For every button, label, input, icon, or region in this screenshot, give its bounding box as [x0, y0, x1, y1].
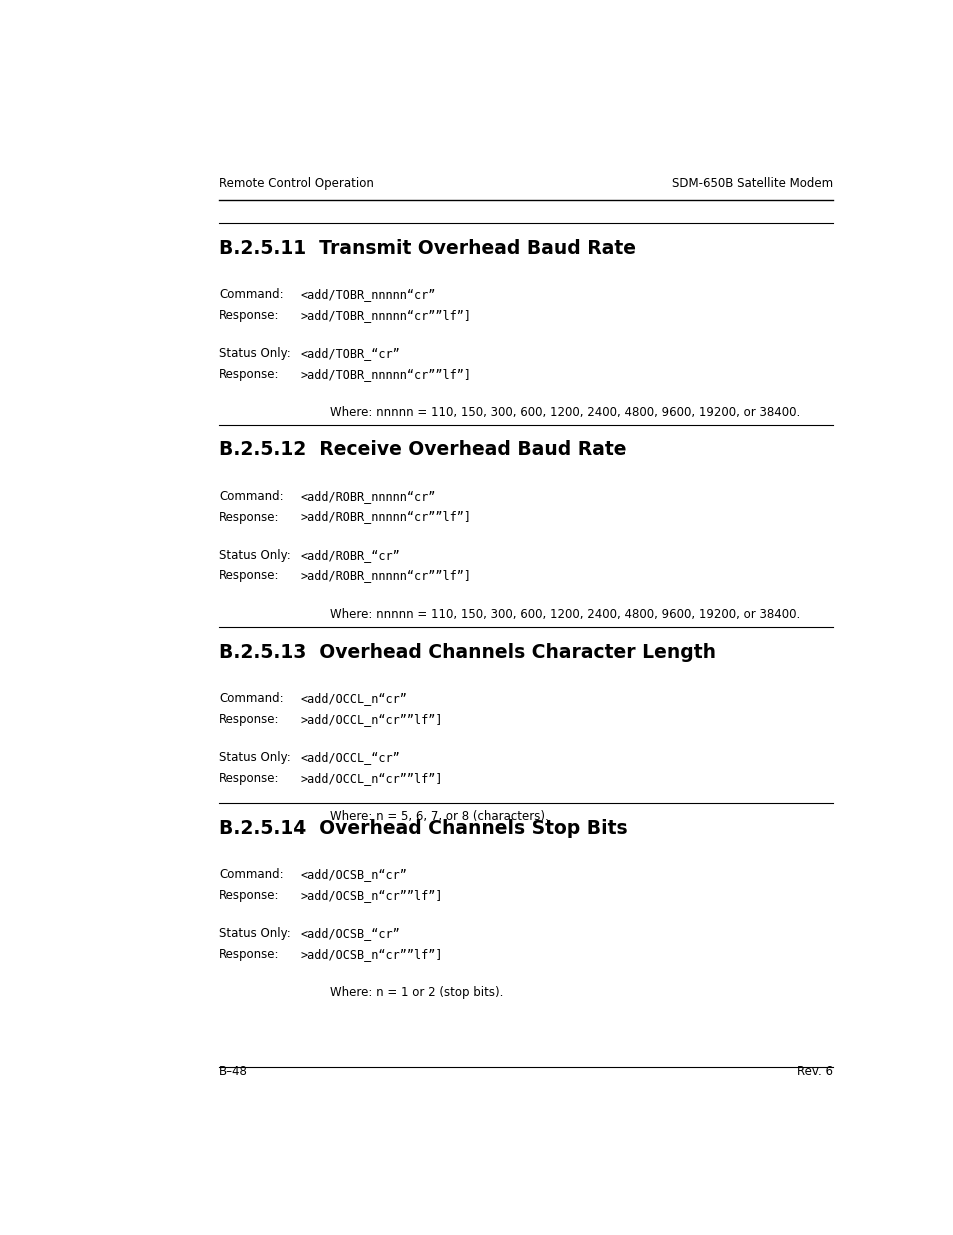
Text: <add/TOBR_“cr”: <add/TOBR_“cr” [300, 347, 399, 359]
Text: <add/OCSB_n“cr”: <add/OCSB_n“cr” [300, 868, 407, 881]
Text: Rev. 6: Rev. 6 [796, 1066, 832, 1078]
Text: B.2.5.12  Receive Overhead Baud Rate: B.2.5.12 Receive Overhead Baud Rate [219, 440, 626, 459]
Text: B.2.5.14  Overhead Channels Stop Bits: B.2.5.14 Overhead Channels Stop Bits [219, 819, 627, 837]
Text: Command:: Command: [219, 692, 283, 705]
Text: Where: nnnnn = 110, 150, 300, 600, 1200, 2400, 4800, 9600, 19200, or 38400.: Where: nnnnn = 110, 150, 300, 600, 1200,… [330, 406, 800, 419]
Text: B.2.5.11  Transmit Overhead Baud Rate: B.2.5.11 Transmit Overhead Baud Rate [219, 238, 636, 258]
Text: Response:: Response: [219, 948, 279, 961]
Text: >add/OCCL_n“cr””lf”]: >add/OCCL_n“cr””lf”] [300, 772, 442, 785]
Text: <add/TOBR_nnnnn“cr”: <add/TOBR_nnnnn“cr” [300, 288, 436, 301]
Text: >add/TOBR_nnnnn“cr””lf”]: >add/TOBR_nnnnn“cr””lf”] [300, 368, 471, 380]
Text: <add/ROBR_nnnnn“cr”: <add/ROBR_nnnnn“cr” [300, 489, 436, 503]
Text: Response:: Response: [219, 772, 279, 785]
Text: >add/TOBR_nnnnn“cr””lf”]: >add/TOBR_nnnnn“cr””lf”] [300, 309, 471, 322]
Text: <add/OCCL_n“cr”: <add/OCCL_n“cr” [300, 692, 407, 705]
Text: >add/OCSB_n“cr””lf”]: >add/OCSB_n“cr””lf”] [300, 948, 442, 961]
Text: Remote Control Operation: Remote Control Operation [219, 177, 374, 190]
Text: >add/OCCL_n“cr””lf”]: >add/OCCL_n“cr””lf”] [300, 713, 442, 726]
Text: Status Only:: Status Only: [219, 347, 291, 359]
Text: Where: n = 5, 6, 7, or 8 (characters).: Where: n = 5, 6, 7, or 8 (characters). [330, 810, 548, 823]
Text: Response:: Response: [219, 368, 279, 380]
Text: Where: n = 1 or 2 (stop bits).: Where: n = 1 or 2 (stop bits). [330, 986, 503, 999]
Text: <add/OCSB_“cr”: <add/OCSB_“cr” [300, 927, 399, 940]
Text: Status Only:: Status Only: [219, 548, 291, 562]
Text: Command:: Command: [219, 489, 283, 503]
Text: Response:: Response: [219, 309, 279, 322]
Text: Response:: Response: [219, 889, 279, 902]
Text: Command:: Command: [219, 868, 283, 881]
Text: <add/ROBR_“cr”: <add/ROBR_“cr” [300, 548, 399, 562]
Text: Response:: Response: [219, 713, 279, 726]
Text: >add/ROBR_nnnnn“cr””lf”]: >add/ROBR_nnnnn“cr””lf”] [300, 569, 471, 583]
Text: B–48: B–48 [219, 1066, 248, 1078]
Text: >add/ROBR_nnnnn“cr””lf”]: >add/ROBR_nnnnn“cr””lf”] [300, 510, 471, 524]
Text: B.2.5.13  Overhead Channels Character Length: B.2.5.13 Overhead Channels Character Len… [219, 642, 716, 662]
Text: Status Only:: Status Only: [219, 927, 291, 940]
Text: Response:: Response: [219, 569, 279, 583]
Text: <add/OCCL_“cr”: <add/OCCL_“cr” [300, 751, 399, 764]
Text: Status Only:: Status Only: [219, 751, 291, 764]
Text: Response:: Response: [219, 510, 279, 524]
Text: SDM-650B Satellite Modem: SDM-650B Satellite Modem [671, 177, 832, 190]
Text: >add/OCSB_n“cr””lf”]: >add/OCSB_n“cr””lf”] [300, 889, 442, 902]
Text: Command:: Command: [219, 288, 283, 301]
Text: Where: nnnnn = 110, 150, 300, 600, 1200, 2400, 4800, 9600, 19200, or 38400.: Where: nnnnn = 110, 150, 300, 600, 1200,… [330, 608, 800, 620]
